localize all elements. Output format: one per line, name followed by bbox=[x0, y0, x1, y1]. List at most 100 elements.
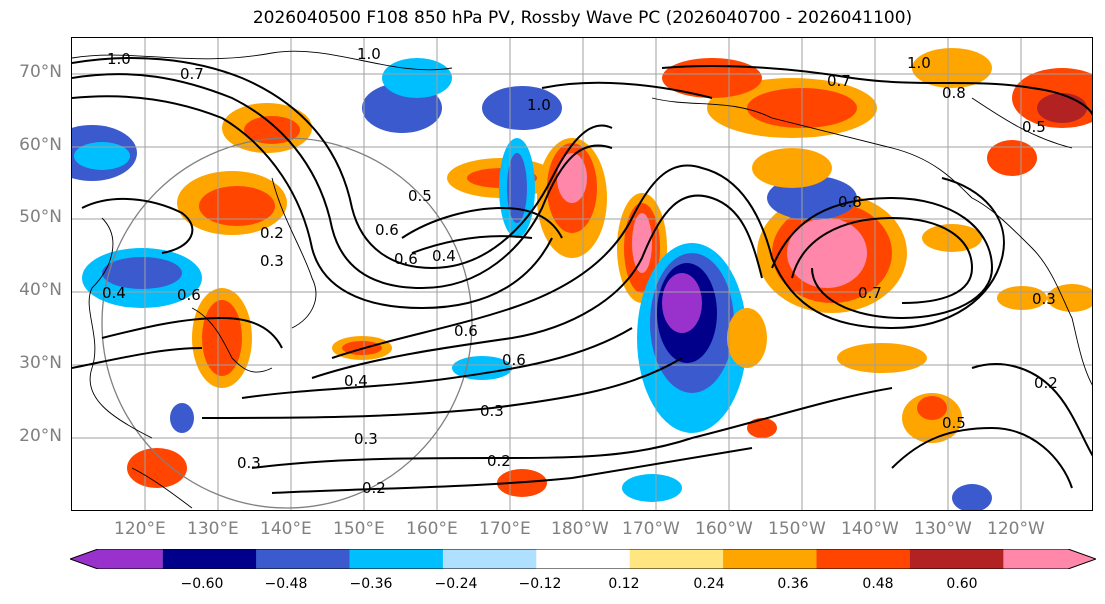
colorbar-tick: 0.24 bbox=[693, 576, 725, 592]
colorbar-swatch bbox=[909, 549, 1004, 569]
coastline bbox=[271, 177, 317, 329]
lat-label-70n: 70°N bbox=[19, 62, 62, 82]
anomaly-blob bbox=[482, 86, 562, 130]
lon-label-130w: 130°W bbox=[914, 519, 972, 539]
pv-contour bbox=[241, 327, 633, 399]
pv-contour bbox=[72, 347, 203, 369]
pv-contour bbox=[971, 363, 1092, 457]
contour-label: 0.7 bbox=[827, 72, 851, 90]
colorbar-tick: 0.60 bbox=[946, 576, 978, 592]
pv-contour bbox=[271, 447, 753, 494]
colorbar-tick: −0.12 bbox=[518, 576, 562, 592]
map-title: 2026040500 F108 850 hPa PV, Rossby Wave … bbox=[252, 8, 913, 28]
anomaly-blob bbox=[662, 273, 702, 333]
contour-label: 0.2 bbox=[487, 452, 511, 470]
colorbar-tick: 0.36 bbox=[777, 576, 809, 592]
anomaly-blob bbox=[102, 257, 182, 289]
contour-label: 0.7 bbox=[858, 284, 882, 302]
lon-label-140w: 140°W bbox=[841, 519, 899, 539]
anomaly-blob bbox=[507, 153, 527, 223]
lat-label-60n: 60°N bbox=[19, 135, 62, 155]
pv-contour bbox=[311, 194, 763, 379]
anomaly-blob bbox=[662, 58, 762, 98]
lat-label-30n: 30°N bbox=[19, 353, 62, 373]
colorbar-swatch bbox=[442, 549, 537, 569]
pv-contour bbox=[411, 235, 533, 254]
coastline bbox=[971, 197, 1092, 386]
coastlines bbox=[72, 50, 1092, 509]
contour-label: 0.6 bbox=[454, 322, 478, 340]
pv-contour bbox=[81, 198, 194, 254]
colorbar-graphic bbox=[68, 548, 1098, 570]
coastline bbox=[971, 97, 1073, 149]
contour-labels: 1.0 0.7 1.0 1.0 0.7 0.6 0.5 0.6 0.4 0.6 … bbox=[102, 45, 1058, 497]
colorbar-swatch bbox=[70, 549, 163, 569]
colorbar-swatch bbox=[723, 549, 818, 569]
colorbar-swatch bbox=[256, 549, 350, 569]
colorbar-tick: −0.60 bbox=[180, 576, 224, 592]
colorbar-swatch bbox=[629, 549, 724, 569]
contour-label: 0.3 bbox=[237, 454, 261, 472]
pv-field-plot: 1.0 0.7 1.0 1.0 0.7 0.6 0.5 0.6 0.4 0.6 … bbox=[72, 38, 1092, 510]
contour-label: 0.7 bbox=[180, 65, 204, 83]
anomaly-blob bbox=[787, 218, 867, 288]
pv-contour bbox=[72, 95, 553, 310]
contour-label: 1.0 bbox=[527, 96, 551, 114]
anomaly-blob bbox=[452, 356, 512, 380]
colorbar-tick: −0.36 bbox=[349, 576, 393, 592]
pv-contour bbox=[771, 196, 994, 320]
lon-label-140e: 140°E bbox=[260, 519, 312, 539]
contour-label: 1.0 bbox=[357, 45, 381, 63]
lon-label-150w: 150°W bbox=[768, 519, 826, 539]
contour-label: 0.3 bbox=[354, 430, 378, 448]
pv-contours bbox=[72, 57, 1092, 494]
pv-contour bbox=[201, 357, 683, 419]
anomaly-blob bbox=[382, 58, 452, 98]
anomaly-blob bbox=[1047, 284, 1092, 312]
colorbar-tick: −0.48 bbox=[264, 576, 308, 592]
contour-label: 0.2 bbox=[260, 224, 284, 242]
lon-label-120w: 120°W bbox=[987, 519, 1045, 539]
pv-contour bbox=[791, 216, 974, 304]
colorbar-swatch bbox=[1003, 549, 1096, 569]
lon-label-170e: 170°E bbox=[479, 519, 531, 539]
contour-label: 0.2 bbox=[362, 479, 386, 497]
lon-label-170w: 170°W bbox=[622, 519, 680, 539]
anomaly-blob bbox=[727, 308, 767, 368]
contour-label: 0.3 bbox=[480, 402, 504, 420]
lat-label-40n: 40°N bbox=[19, 280, 62, 300]
anomaly-blob bbox=[747, 418, 777, 438]
contour-label: 0.4 bbox=[432, 247, 456, 265]
shaded-anomalies bbox=[72, 48, 1092, 510]
anomaly-blob bbox=[987, 140, 1037, 176]
anomaly-blob bbox=[837, 343, 927, 373]
contour-label: 0.8 bbox=[942, 84, 966, 102]
anomaly-blob bbox=[752, 148, 832, 188]
lon-label-180w: 180°W bbox=[551, 519, 609, 539]
lon-label-160e: 160°E bbox=[406, 519, 458, 539]
anomaly-blob bbox=[912, 48, 992, 88]
contour-label: 1.0 bbox=[907, 54, 931, 72]
colorbar-tick: 0.48 bbox=[862, 576, 894, 592]
anomaly-blob bbox=[917, 396, 947, 420]
contour-label: 1.0 bbox=[107, 50, 131, 68]
lon-label-150e: 150°E bbox=[333, 519, 385, 539]
anomaly-blob bbox=[74, 142, 130, 170]
contour-label: 0.6 bbox=[502, 351, 526, 369]
pv-contour bbox=[101, 316, 283, 349]
contour-label: 0.5 bbox=[1022, 118, 1046, 136]
anomaly-blob bbox=[922, 224, 982, 252]
pv-contour bbox=[331, 164, 1005, 359]
colorbar-swatch bbox=[816, 549, 911, 569]
lon-label-160w: 160°W bbox=[695, 519, 753, 539]
contour-label: 0.4 bbox=[344, 372, 368, 390]
colorbar-swatch bbox=[536, 549, 631, 569]
anomaly-blob bbox=[622, 474, 682, 502]
coastline bbox=[131, 467, 193, 509]
contour-label: 0.6 bbox=[375, 221, 399, 239]
colorbar-tick: −0.24 bbox=[434, 576, 478, 592]
contour-label: 0.6 bbox=[177, 286, 201, 304]
lon-label-130e: 130°E bbox=[187, 519, 239, 539]
contour-label: 0.2 bbox=[1034, 374, 1058, 392]
lat-label-20n: 20°N bbox=[19, 426, 62, 446]
